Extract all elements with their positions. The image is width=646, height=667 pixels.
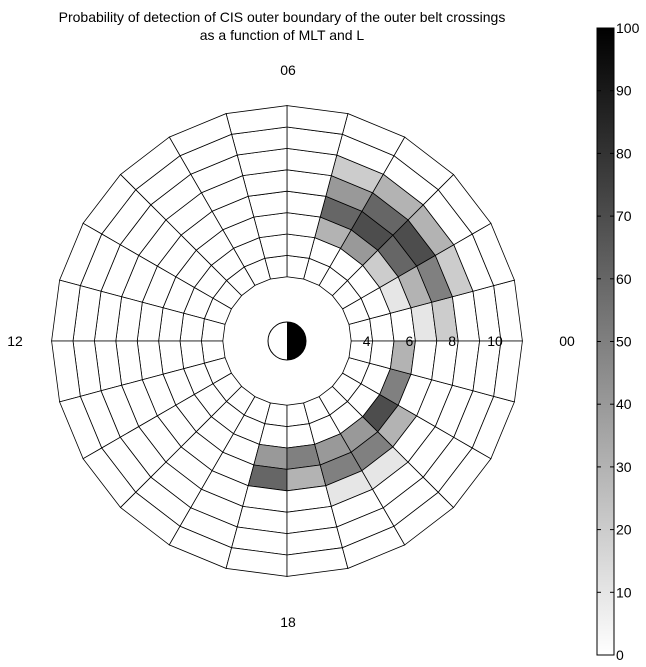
l-tick-labels: 4 6 8 10: [363, 333, 503, 349]
chart-subtitle: as a function of MLT and L: [200, 27, 365, 43]
heatmap-cell: [179, 312, 205, 342]
colorbar-tick-label: 90: [616, 83, 632, 99]
colorbar-ticks: 0 10 20 30 40 50 60 70 80 90 100: [597, 20, 640, 663]
l-tick-label: 4: [363, 333, 371, 349]
earth-symbol: [267, 321, 307, 361]
sector-grid: [51, 105, 523, 577]
mlt-label-00: 00: [559, 333, 575, 349]
mlt-label-18: 18: [280, 614, 296, 630]
l-tick-label: 8: [448, 333, 456, 349]
l-tick-label: 10: [487, 333, 503, 349]
colorbar-tick-label: 30: [616, 459, 632, 475]
earth-nightside: [287, 322, 306, 360]
heatmap-cell: [493, 340, 523, 403]
mlt-label-12: 12: [7, 333, 23, 349]
colorbar: 0 10 20 30 40 50 60 70 80 90 100: [596, 20, 640, 663]
heatmap-cell: [286, 233, 316, 259]
l-tick-label: 6: [406, 333, 414, 349]
colorbar-tick-label: 60: [616, 271, 632, 287]
colorbar-tick-label: 20: [616, 522, 632, 538]
colorbar-tick-label: 80: [616, 145, 632, 161]
heatmap-cell: [258, 423, 288, 449]
colorbar-tick-label: 50: [616, 334, 632, 350]
mlt-label-06: 06: [280, 62, 296, 78]
colorbar-tick-label: 0: [616, 647, 624, 663]
colorbar-tick-label: 40: [616, 396, 632, 412]
heatmap-cell: [369, 340, 395, 370]
colorbar-tick-label: 100: [616, 20, 640, 36]
colorbar-tick-label: 70: [616, 208, 632, 224]
colorbar-tick-label: 10: [616, 584, 632, 600]
chart-title: Probability of detection of CIS outer bo…: [59, 9, 506, 25]
